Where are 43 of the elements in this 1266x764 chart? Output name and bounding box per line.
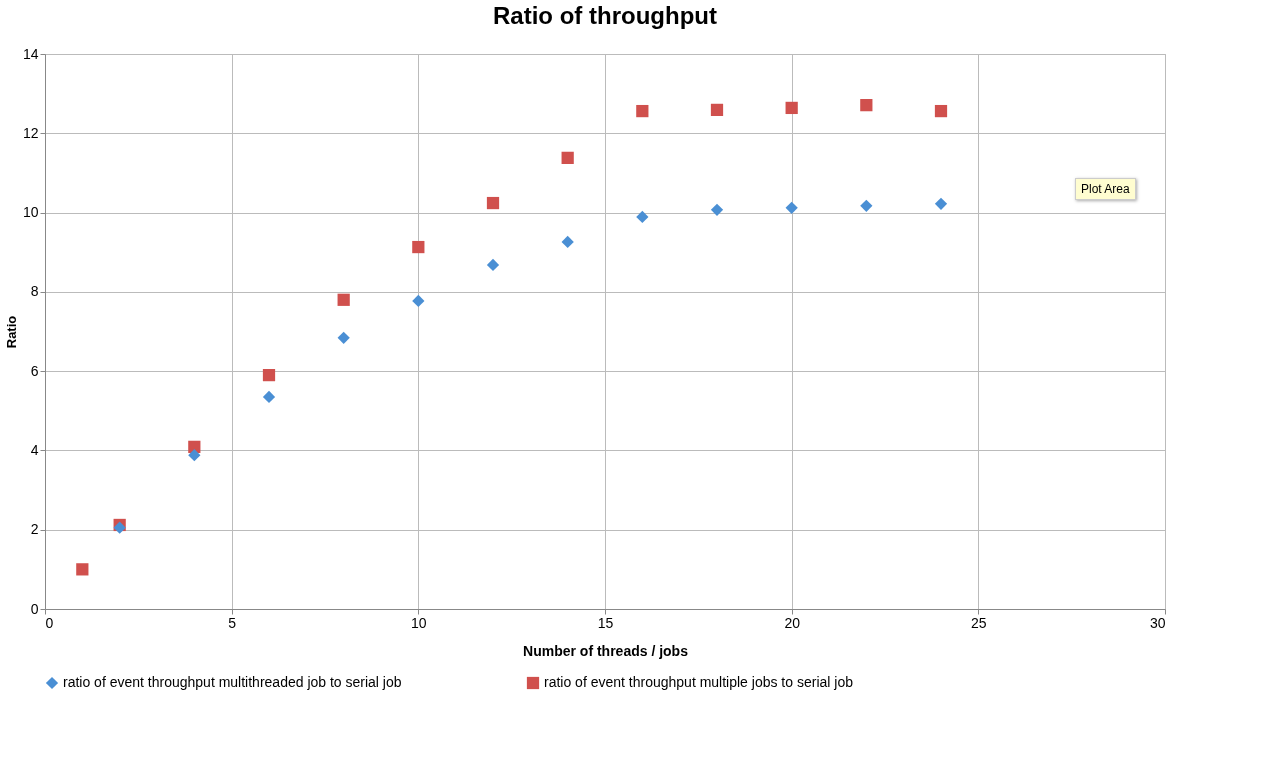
y-tick-label: 8 [30,283,39,300]
point [934,104,948,118]
point [486,196,500,210]
point [710,103,724,117]
point [262,368,276,382]
x-tick-label: 15 [597,614,614,631]
point [785,101,798,115]
point [337,331,350,344]
point [412,294,425,308]
y-tick-label: 0 [30,600,39,617]
y-tick-label: 4 [30,441,39,458]
y-tick-label: 6 [30,362,39,379]
x-tick-label: 20 [784,614,801,631]
y-tick-label: 12 [22,124,39,141]
x-tick-label: 30 [1149,614,1166,631]
point [412,240,425,254]
point [785,201,798,214]
legend-label: ratio of event throughput multiple jobs to serial job [544,674,854,690]
x-tick-label: 5 [228,614,237,631]
x-tick-label: 0 [45,614,54,631]
y-tick-label: 2 [30,521,39,538]
point [486,258,500,272]
point [188,449,201,462]
point [860,99,873,112]
annotation: Plot Area [1075,178,1136,200]
point [710,203,724,216]
point [262,390,276,404]
chart-title: Ratio of throughput [493,2,717,29]
y-tick-label: 14 [22,45,39,62]
x-axis-title: Number of threads / jobs [523,642,689,659]
x-tick-label: 10 [411,614,427,631]
point [860,199,873,212]
y-axis-title: Ratio [3,315,19,349]
point [636,210,649,224]
y-tick-label: 10 [22,204,39,221]
point [561,235,574,249]
legend-label: ratio of event throughput multithreaded job to serial job [63,674,402,690]
point [561,151,574,164]
point [934,197,948,210]
point [76,563,89,576]
x-tick-label: 25 [971,614,987,631]
point [636,104,649,118]
point [337,293,350,306]
